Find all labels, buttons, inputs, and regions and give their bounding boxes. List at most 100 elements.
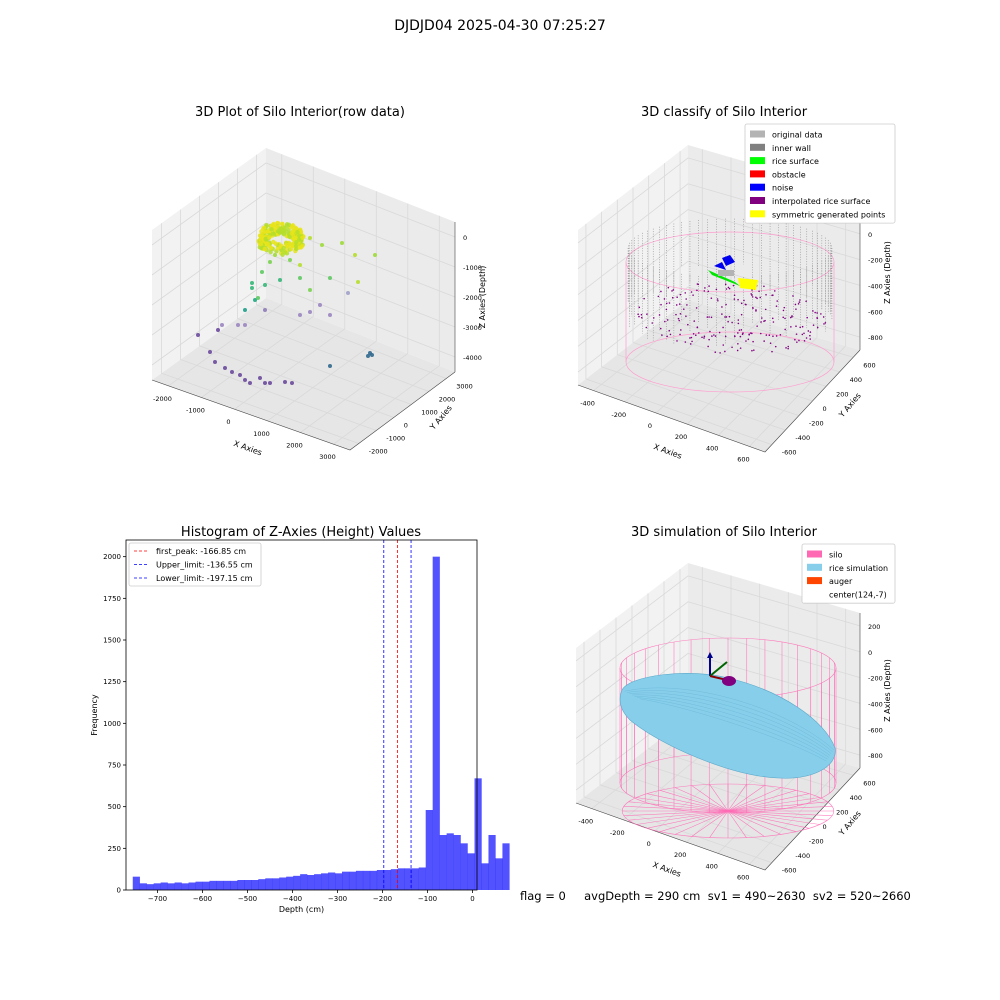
legend-swatch	[750, 197, 765, 204]
auger	[722, 676, 736, 686]
rice-mesh-line	[639, 698, 827, 762]
interpolated-surface-point	[750, 293, 752, 295]
legend-swatch	[750, 183, 765, 191]
y-tick-label: 3000	[456, 383, 473, 391]
interpolated-surface-point	[737, 298, 739, 301]
histogram-bar	[153, 883, 161, 890]
grid-line	[593, 149, 703, 391]
silo-wireframe	[727, 810, 747, 838]
silo-wireframe	[646, 793, 729, 812]
histogram-bar	[342, 871, 350, 890]
silo-wireframe	[727, 790, 797, 812]
legend-label: rice simulation	[829, 564, 888, 573]
grid-line	[168, 154, 283, 387]
interpolated-surface-point	[794, 303, 797, 306]
histogram-bar	[355, 870, 364, 890]
z-axis-label: Z Axies (Depth)	[883, 241, 892, 304]
y-tick-label: 1750	[103, 595, 121, 603]
silo-wireframe	[623, 806, 729, 812]
interpolated-surface-point	[805, 300, 807, 303]
raw-point	[282, 250, 288, 255]
silo-wireframe	[691, 785, 729, 812]
interpolated-surface-point	[679, 333, 681, 336]
raw-point	[250, 281, 254, 285]
raw-point	[297, 237, 302, 242]
interpolated-surface-point	[816, 326, 819, 329]
interpolated-surface-point	[797, 303, 800, 305]
interpolated-surface-point	[741, 333, 744, 336]
interpolated-surface-point	[801, 333, 804, 336]
interpolated-surface-point	[755, 296, 757, 299]
interpolated-surface-point	[728, 287, 731, 290]
simulation-3d-plot: 3D simulation of Silo Interior -400 -200 0 2…	[575, 525, 896, 881]
raw-point	[346, 291, 350, 295]
raw-point	[328, 276, 332, 280]
stats-text: flag = 0 avgDepth = 290 cm sv1 = 490~263…	[520, 889, 911, 903]
histogram-bar	[209, 880, 217, 890]
legend-label: symmetric generated points	[772, 210, 885, 219]
grid-line	[151, 252, 456, 336]
interpolated-surface-point	[806, 316, 808, 319]
interpolated-surface-point	[728, 315, 731, 318]
raw-point	[328, 364, 332, 368]
axis-edge	[151, 371, 456, 451]
raw-point	[298, 263, 302, 267]
interpolated-surface-point	[765, 334, 768, 336]
interpolated-surface-point	[672, 289, 675, 291]
x-tick-label: 400	[706, 862, 718, 870]
interpolated-surface-point	[733, 298, 736, 300]
grid-line	[256, 154, 447, 379]
legend-label: interpolated rice surface	[772, 197, 870, 206]
interpolated-surface-point	[751, 294, 753, 296]
y-tick-label: 600	[863, 779, 875, 787]
grid-line	[749, 190, 847, 447]
raw-point	[258, 241, 264, 247]
classify-3d-plot: 3D classify of Silo Interior -400 -200 0 200…	[577, 105, 896, 463]
interpolated-surface-point	[738, 329, 741, 331]
silo-wireframe	[727, 806, 833, 812]
y-tick-label: 2000	[103, 553, 121, 561]
raw-point	[308, 288, 312, 292]
histogram-bar	[502, 843, 510, 890]
histogram-bar	[404, 868, 412, 890]
raw-point	[283, 380, 287, 384]
raw-point	[366, 354, 370, 358]
silo-wireframe	[727, 810, 797, 832]
grid-line	[616, 199, 800, 416]
histogram-bar	[146, 884, 154, 890]
y-axis-label: Frequency	[90, 694, 99, 736]
interpolated-surface-point	[822, 316, 825, 318]
interpolated-surface-point	[787, 345, 790, 348]
histogram-bar	[230, 880, 238, 890]
interpolated-surface-point	[733, 335, 736, 337]
interpolated-surface-point	[752, 307, 754, 309]
interpolated-surface-point	[678, 303, 681, 305]
silo-wireframe	[674, 787, 729, 812]
interpolated-surface-point	[759, 296, 762, 299]
interpolated-surface-point	[678, 319, 681, 322]
grid-line	[151, 282, 456, 366]
raw-point	[262, 246, 267, 252]
interpolated-surface-point	[774, 345, 777, 348]
symmetric-points	[738, 278, 758, 290]
interpolated-surface-point	[737, 319, 740, 321]
x-tick-label: −700	[148, 895, 167, 903]
raw-point	[238, 373, 242, 377]
histogram-bar	[223, 880, 231, 890]
interpolated-surface-point	[713, 334, 715, 336]
histogram-bar	[446, 833, 454, 890]
y-tick-label: 400	[850, 376, 862, 384]
silo-wireframe	[636, 797, 729, 812]
interpolated-surface-point	[679, 313, 682, 315]
interpolated-surface-point	[799, 299, 801, 301]
y-tick-label: 200	[836, 390, 848, 398]
interpolated-surface-point	[795, 325, 797, 327]
interpolated-surface-point	[812, 310, 814, 312]
interpolated-surface-point	[671, 290, 673, 292]
rice-simulation-surface	[619, 673, 836, 779]
x-tick-label: −500	[238, 895, 257, 903]
interpolated-surface-point	[768, 334, 771, 337]
legend-box	[744, 123, 896, 224]
interpolated-surface-point	[638, 315, 640, 318]
